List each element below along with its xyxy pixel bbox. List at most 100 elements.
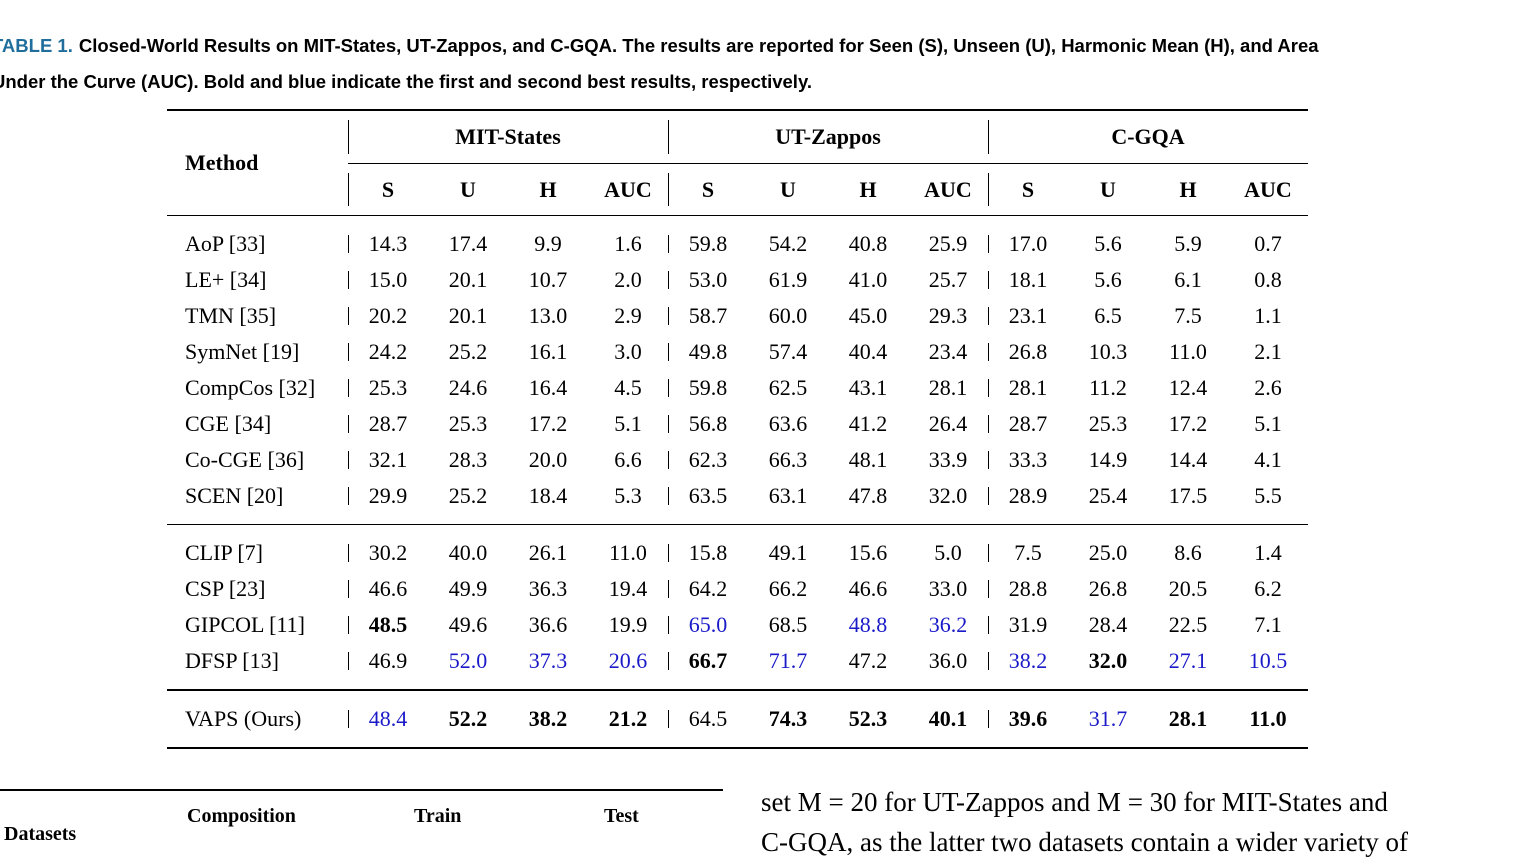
group-header: C-GQA [988,109,1308,164]
value-cell: 23.1 [988,298,1068,334]
value-cell: 31.9 [988,607,1068,643]
value-cell: 58.7 [668,298,748,334]
value-cell: 6.6 [614,447,642,472]
value-cell: 25.4 [1088,483,1128,508]
value-cell: 7.1 [1254,612,1282,637]
value-cell: 1.1 [1254,303,1282,328]
value-cell: 10.3 [1088,339,1128,364]
value-cell: 68.5 [768,612,808,637]
value-cell: 64.5 [668,701,748,737]
value-cell: 52.3 [848,706,888,731]
value-cell: 26.8 [988,334,1068,370]
value-cell: 41.2 [848,411,888,436]
lower-header-test: Test [604,805,639,827]
value-cell: 14.4 [1168,447,1208,472]
value-cell: 25.3 [448,411,488,436]
value-cell: 7.5 [1174,303,1202,328]
column-header: AUC [588,163,668,216]
value-cell: 11.0 [1169,339,1207,364]
value-cell: 5.3 [614,483,642,508]
value-cell: 66.3 [768,447,808,472]
value-cell: 59.8 [668,370,748,406]
value-cell: 17.2 [528,411,568,436]
value-cell: 49.8 [668,334,748,370]
table-row: TMN [35] 20.2 20.1 13.0 2.9 58.7 60.0 45.0 29.3 2… [167,298,1308,334]
method-cell: Co-CGE [36] [185,447,305,472]
column-header: H [828,163,908,216]
value-cell: 28.7 [348,406,428,442]
value-cell: 10.7 [528,267,568,292]
value-cell: 11.2 [1089,375,1127,400]
value-cell: 25.3 [348,370,428,406]
value-cell: 23.4 [928,339,968,364]
value-cell: 40.8 [848,231,888,256]
value-cell: 5.6 [1094,267,1122,292]
value-cell: 59.8 [668,226,748,262]
value-cell: 25.2 [448,483,488,508]
value-cell: 15.6 [848,540,888,565]
method-cell: CLIP [7] [185,540,264,565]
value-cell: 48.4 [348,701,428,737]
method-cell: GIPCOL [11] [185,612,305,637]
column-header: H [508,163,588,216]
value-cell: 64.2 [668,571,748,607]
value-cell: 38.2 [988,643,1068,679]
value-cell: 46.9 [348,643,428,679]
value-cell: 74.3 [768,706,808,731]
value-cell: 28.3 [448,447,488,472]
value-cell: 49.9 [448,576,488,601]
group-header: MIT-States [348,109,668,164]
value-cell: 26.8 [1088,576,1128,601]
value-cell: 20.2 [348,298,428,334]
value-cell: 11.0 [1249,706,1287,731]
column-header: U [1068,163,1148,216]
value-cell: 25.0 [1088,540,1128,565]
value-cell: 19.4 [608,576,648,601]
value-cell: 16.4 [528,375,568,400]
value-cell: 5.1 [1254,411,1282,436]
value-cell: 26.4 [928,411,968,436]
value-cell: 6.1 [1174,267,1202,292]
value-cell: 24.6 [448,375,488,400]
value-cell: 12.4 [1168,375,1208,400]
table-row: CGE [34] 28.7 25.3 17.2 5.1 56.8 63.6 41.2 26.4 2… [167,406,1308,442]
column-header: S [668,163,748,216]
lower-header-train: Train [414,805,462,827]
value-cell: 41.0 [848,267,888,292]
lower-header-composition: Composition [187,805,296,827]
value-cell: 5.1 [614,411,642,436]
value-cell: 21.2 [608,706,648,731]
value-cell: 48.8 [848,612,888,637]
value-cell: 0.8 [1254,267,1282,292]
value-cell: 46.6 [848,576,888,601]
row-spacer [167,689,1308,701]
value-cell: 20.0 [528,447,568,472]
value-cell: 33.3 [988,442,1068,478]
value-cell: 26.1 [528,540,568,565]
column-header: H [1148,163,1228,216]
value-cell: 28.9 [988,478,1068,514]
value-cell: 49.6 [448,612,488,637]
value-cell: 25.7 [928,267,968,292]
value-cell: 24.2 [348,334,428,370]
value-cell: 5.5 [1254,483,1282,508]
method-cell: SCEN [20] [185,483,284,508]
value-cell: 38.2 [528,706,568,731]
value-cell: 36.6 [528,612,568,637]
column-header: U [428,163,508,216]
column-header: AUC [1228,163,1308,216]
value-cell: 28.7 [988,406,1068,442]
value-cell: 29.9 [348,478,428,514]
value-cell: 1.4 [1254,540,1282,565]
value-cell: 14.3 [348,226,428,262]
method-cell: AoP [33] [185,231,266,256]
value-cell: 20.1 [448,303,488,328]
value-cell: 45.0 [848,303,888,328]
value-cell: 33.9 [928,447,968,472]
value-cell: 13.0 [528,303,568,328]
value-cell: 66.2 [768,576,808,601]
value-cell: 28.1 [988,370,1068,406]
row-spacer [167,216,1308,227]
value-cell: 18.4 [528,483,568,508]
value-cell: 28.1 [928,375,968,400]
